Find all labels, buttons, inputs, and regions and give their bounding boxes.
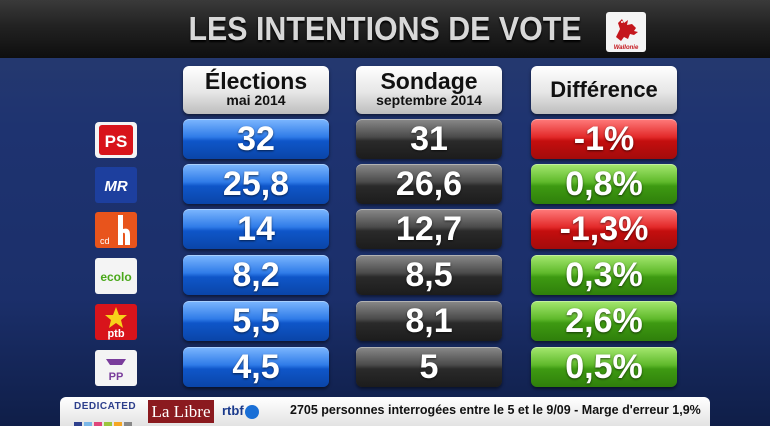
cell-difference-ps: -1%	[531, 119, 677, 159]
cdh-logo: cd	[94, 211, 138, 249]
cell-elections-ecolo: 8,2	[183, 255, 329, 295]
lalibre-logo: La Libre	[148, 400, 214, 423]
cell-difference-ptb: 2,6%	[531, 301, 677, 341]
cell-sondage-ecolo: 8,5	[356, 255, 502, 295]
header-sondage-label: Sondage	[380, 68, 478, 94]
dedicated-dots-icon	[74, 415, 134, 426]
survey-note: 2705 personnes interrogées entre le 5 et…	[290, 403, 701, 417]
header-elections-label: Élections	[204, 68, 308, 94]
header-difference-label: Différence	[550, 77, 658, 102]
cell-elections-ps: 32	[183, 119, 329, 159]
rtbf-dot-icon	[244, 404, 259, 419]
cell-sondage-ptb: 8,1	[356, 301, 502, 341]
cell-elections-ptb: 5,5	[183, 301, 329, 341]
cell-elections-mr: 25,8	[183, 164, 329, 204]
cell-sondage-cdh: 12,7	[356, 209, 502, 249]
svg-text:ecolo: ecolo	[100, 270, 131, 284]
svg-text:PS: PS	[105, 132, 128, 151]
wallonie-emblem: Wallonie	[606, 12, 646, 52]
cell-difference-mr: 0,8%	[531, 164, 677, 204]
header-elections-date: mai 2014	[226, 92, 286, 108]
cell-sondage-ps: 31	[356, 119, 502, 159]
ptb-logo: ptb	[94, 303, 138, 341]
cell-difference-ecolo: 0,3%	[531, 255, 677, 295]
emblem-label: Wallonie	[613, 45, 639, 51]
ecolo-logo: ecolo	[94, 257, 138, 295]
svg-text:ptb: ptb	[107, 328, 124, 340]
cell-sondage-mr: 26,6	[356, 164, 502, 204]
svg-text:MR: MR	[104, 178, 127, 195]
page-title: LES INTENTIONS DE VOTE	[188, 10, 582, 47]
ps-logo: PS	[94, 121, 138, 159]
cell-sondage-pp: 5	[356, 347, 502, 387]
rooster-icon	[616, 19, 638, 41]
cell-difference-cdh: -1,3%	[531, 209, 677, 249]
header-elections: Élections mai 2014	[183, 66, 329, 114]
dedicated-logo: DEDICATED	[74, 401, 137, 412]
footer-bar: DEDICATED La Libre rtbf 2705 personnes i…	[60, 397, 710, 426]
pp-logo: PP	[94, 349, 138, 387]
cell-elections-cdh: 14	[183, 209, 329, 249]
svg-text:PP: PP	[109, 371, 124, 383]
rtbf-label: rtbf	[222, 403, 244, 418]
rtbf-logo: rtbf	[222, 403, 259, 419]
svg-text:cd: cd	[100, 236, 110, 246]
header-sondage: Sondage septembre 2014	[356, 66, 502, 114]
cell-elections-pp: 4,5	[183, 347, 329, 387]
header-sondage-date: septembre 2014	[376, 92, 482, 108]
cell-difference-pp: 0,5%	[531, 347, 677, 387]
header-difference: Différence	[531, 66, 677, 114]
mr-logo: MR	[94, 166, 138, 204]
